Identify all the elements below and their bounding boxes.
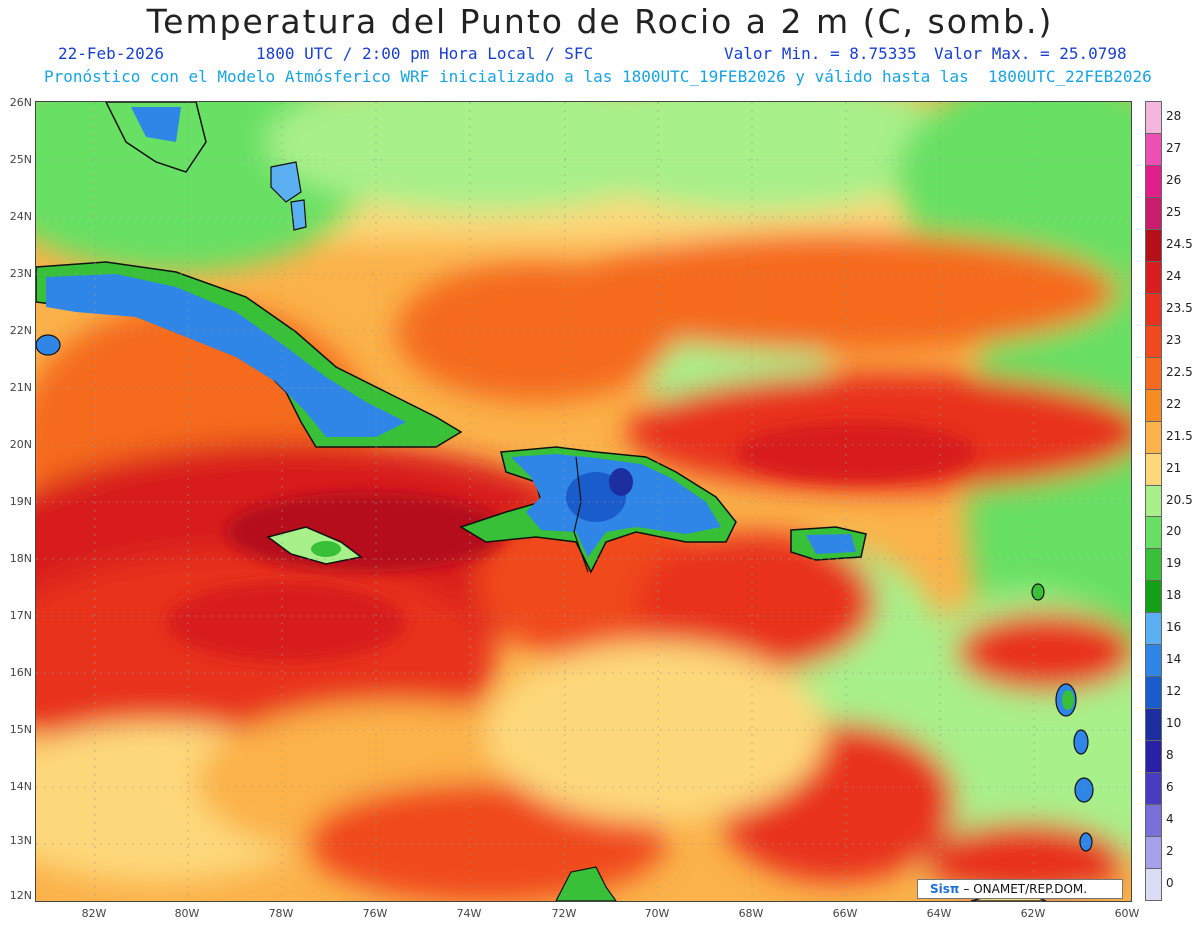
colorbar-label: 28	[1166, 108, 1182, 123]
lat-label-21n: 21N	[9, 381, 32, 394]
colorbar-cell	[1145, 196, 1162, 230]
colorbar-cell	[1145, 868, 1162, 901]
lat-label-18n: 18N	[9, 552, 32, 565]
lon-label-68w: 68W	[738, 907, 764, 920]
lat-label-14n: 14N	[9, 780, 32, 793]
colorbar-cell	[1145, 548, 1162, 582]
colorbar-label: 10	[1166, 716, 1182, 731]
lat-label-16n: 16N	[9, 666, 32, 679]
forecast-date: 22-Feb-2026	[58, 44, 164, 63]
credit-org: – ONAMET/REP.DOM.	[963, 882, 1088, 896]
colorbar	[1145, 101, 1162, 901]
colorbar-label: 20.5	[1166, 492, 1193, 507]
colorbar-cell	[1145, 612, 1162, 646]
colorbar-label: 24.5	[1166, 236, 1193, 251]
forecast-note: Pronóstico con el Modelo Atmósferico WRF…	[44, 67, 1152, 86]
colorbar-label: 12	[1166, 684, 1182, 699]
colorbar-cell	[1145, 292, 1162, 326]
lat-label-19n: 19N	[9, 495, 32, 508]
colorbar-cell	[1145, 420, 1162, 454]
lon-label-64w: 64W	[926, 907, 952, 920]
lat-label-15n: 15N	[9, 723, 32, 736]
colorbar-label: 24	[1166, 268, 1182, 283]
credit-box: Sisπ – ONAMET/REP.DOM.	[917, 879, 1123, 899]
lon-label-76w: 76W	[362, 907, 388, 920]
colorbar-cell	[1145, 388, 1162, 422]
colorbar-cell	[1145, 516, 1162, 550]
colorbar-cell	[1145, 324, 1162, 358]
lon-label-80w: 80W	[174, 907, 200, 920]
colorbar-label: 16	[1166, 620, 1182, 635]
colorbar-cell	[1145, 452, 1162, 486]
lat-label-23n: 23N	[9, 267, 32, 280]
dewpoint-map	[35, 101, 1132, 902]
sispi-logo: Sisπ	[930, 882, 960, 896]
lon-label-74w: 74W	[456, 907, 482, 920]
colorbar-label: 22	[1166, 396, 1182, 411]
min-value: Valor Min. = 8.75335	[724, 44, 917, 63]
max-value: Valor Max. = 25.0798	[934, 44, 1127, 63]
colorbar-label: 0	[1166, 876, 1174, 891]
colorbar-cell	[1145, 132, 1162, 166]
colorbar-cell	[1145, 676, 1162, 710]
colorbar-label: 23.5	[1166, 300, 1193, 315]
lat-label-24n: 24N	[9, 210, 32, 223]
colorbar-cell	[1145, 260, 1162, 294]
colorbar-cell	[1145, 356, 1162, 390]
colorbar-label: 19	[1166, 556, 1182, 571]
colorbar-label: 18	[1166, 588, 1182, 603]
colorbar-cell	[1145, 164, 1162, 198]
lon-label-72w: 72W	[551, 907, 577, 920]
colorbar-cell	[1145, 708, 1162, 742]
colorbar-label: 14	[1166, 652, 1182, 667]
forecast-time: 1800 UTC / 2:00 pm Hora Local / SFC	[256, 44, 594, 63]
lat-label-13n: 13N	[9, 834, 32, 847]
colorbar-label: 2	[1166, 844, 1174, 859]
lat-label-25n: 25N	[9, 153, 32, 166]
lat-label-26n: 26N	[9, 96, 32, 109]
lon-label-66w: 66W	[832, 907, 858, 920]
colorbar-cell	[1145, 804, 1162, 838]
colorbar-cell	[1145, 580, 1162, 614]
page-title: Temperatura del Punto de Rocio a 2 m (C,…	[146, 2, 1054, 41]
colorbar-label: 27	[1166, 140, 1182, 155]
colorbar-label: 23	[1166, 332, 1182, 347]
lat-label-22n: 22N	[9, 324, 32, 337]
colorbar-label: 22.5	[1166, 364, 1193, 379]
colorbar-cell	[1145, 772, 1162, 806]
colorbar-label: 26	[1166, 172, 1182, 187]
colorbar-label: 8	[1166, 748, 1174, 763]
colorbar-cell	[1145, 836, 1162, 870]
lon-label-82w: 82W	[81, 907, 107, 920]
lat-label-17n: 17N	[9, 609, 32, 622]
lat-label-20n: 20N	[9, 438, 32, 451]
colorbar-label: 21	[1166, 460, 1182, 475]
colorbar-label: 21.5	[1166, 428, 1193, 443]
lon-label-60w: 60W	[1114, 907, 1140, 920]
lon-label-62w: 62W	[1020, 907, 1046, 920]
colorbar-label: 4	[1166, 812, 1174, 827]
colorbar-cell	[1145, 101, 1162, 134]
colorbar-label: 6	[1166, 780, 1174, 795]
colorbar-label: 25	[1166, 204, 1182, 219]
colorbar-label: 20	[1166, 524, 1182, 539]
lat-label-12n: 12N	[9, 889, 32, 902]
lon-label-70w: 70W	[644, 907, 670, 920]
lon-label-78w: 78W	[268, 907, 294, 920]
colorbar-cell	[1145, 644, 1162, 678]
colorbar-cell	[1145, 484, 1162, 518]
colorbar-cell	[1145, 740, 1162, 774]
colorbar-cell	[1145, 228, 1162, 262]
